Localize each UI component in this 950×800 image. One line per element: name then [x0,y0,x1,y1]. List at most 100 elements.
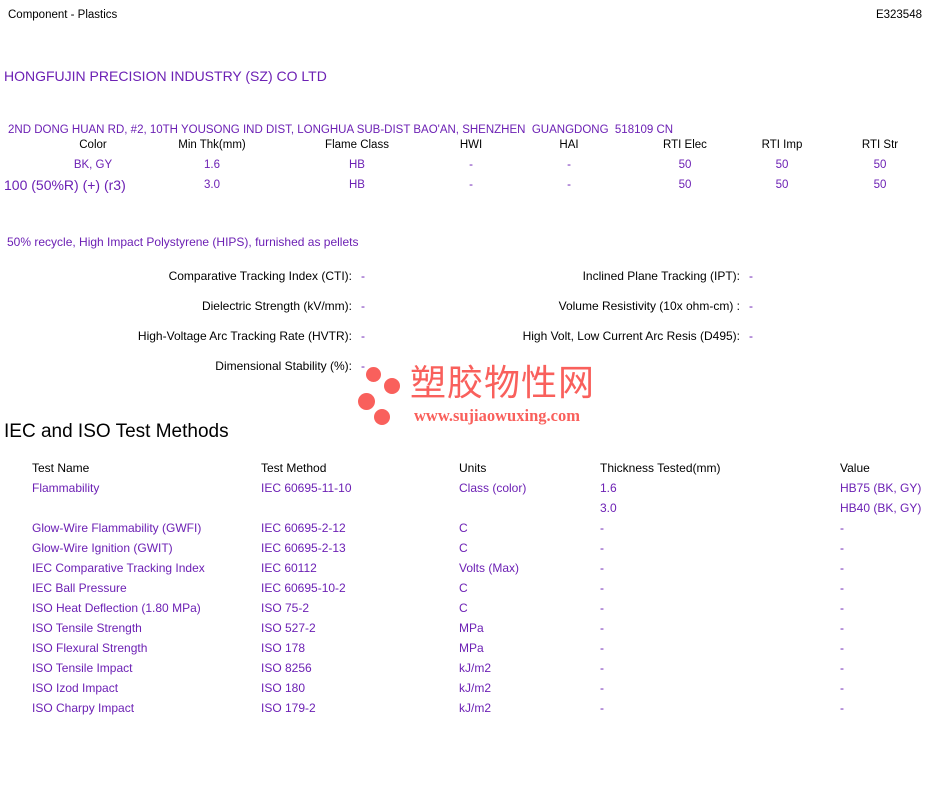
cell-test-method: ISO 8256 [261,661,312,675]
material-grade: 100 (50%R) (+) (r3) [4,177,126,193]
table-row: ISO Charpy Impact ISO 179-2 kJ/m2 - - [0,698,950,718]
cell-thickness: - [600,561,604,575]
property-value: - [361,269,365,283]
cell-units: C [459,581,468,595]
cell-test-name: ISO Charpy Impact [32,701,135,715]
cell-units: kJ/m2 [459,681,492,695]
cell-value: - [840,661,844,675]
cell-min-thk: 1.6 [204,159,220,171]
cell-test-method: IEC 60112 [261,561,317,575]
property-value: - [749,269,753,283]
cell-min-thk: 3.0 [204,179,220,191]
cell-thickness: - [600,521,604,535]
cell-thickness: 3.0 [600,501,617,515]
cell-thickness: - [600,641,604,655]
cell-value: - [840,581,844,595]
cell-rti-elec: 50 [678,179,692,191]
cell-test-method: IEC 60695-11-10 [261,481,352,495]
cell-test-name: Glow-Wire Flammability (GWFI) [32,521,202,535]
column-header-color: Color [79,139,107,151]
cell-value: HB40 (BK, GY) [840,501,922,515]
watermark-logo: 塑胶物性网 www.sujiaowuxing.com [356,363,596,429]
ratings-row: BK, GY 1.6 HB - - 50 50 50 [0,155,950,175]
cell-test-name: IEC Comparative Tracking Index [32,561,205,575]
column-header-rti-elec: RTI Elec [663,139,707,151]
ratings-header-row: Color Min Thk(mm) Flame Class HWI HAI RT… [0,135,950,155]
cell-value: - [840,641,844,655]
cell-thickness: - [600,601,604,615]
cell-value: - [840,681,844,695]
cell-thickness: - [600,701,604,715]
column-header-units: Units [459,461,487,475]
watermark-site-url: www.sujiaowuxing.com [414,406,580,425]
property-value: - [749,329,753,343]
property-label: Comparative Tracking Index (CTI): [168,269,352,283]
watermark-site-name: 塑胶物性网 [410,363,596,404]
cell-test-method [261,498,459,518]
table-row: Glow-Wire Ignition (GWIT) IEC 60695-2-13… [0,538,950,558]
cell-units: MPa [459,641,484,655]
logo-dot-icon [366,367,381,382]
cell-test-name: ISO Flexural Strength [32,641,148,655]
cell-test-name: Glow-Wire Ignition (GWIT) [32,541,173,555]
table-row: 3.0 HB40 (BK, GY) [0,498,950,518]
cell-units: kJ/m2 [459,661,492,675]
cell-units [459,498,600,518]
property-label: Inclined Plane Tracking (IPT): [582,269,740,283]
cell-test-name: ISO Izod Impact [32,681,119,695]
table-row: IEC Comparative Tracking Index IEC 60112… [0,558,950,578]
column-header-hwi: HWI [459,139,483,151]
cell-test-name: ISO Tensile Strength [32,621,142,635]
cell-hai: - [567,179,571,191]
property-label: Dielectric Strength (kV/mm): [201,299,352,313]
cell-test-method: ISO 75-2 [261,601,310,615]
cell-test-name: Flammability [32,481,100,495]
cell-thickness: - [600,661,604,675]
ratings-row: 3.0 HB - - 50 50 50 [0,175,950,195]
table-row: Flammability IEC 60695-11-10 Class (colo… [0,478,950,498]
cell-test-name: IEC Ball Pressure [32,581,127,595]
tests-header-row: Test Name Test Method Units Thickness Te… [0,458,950,478]
property-value: - [361,329,365,343]
property-label: Volume Resistivity (10x ohm-cm) : [558,299,740,313]
logo-dot-icon [358,393,375,410]
document-header: Component - Plastics E323548 [8,9,922,21]
cell-value: - [840,601,844,615]
column-header-hai: HAI [559,139,579,151]
cell-rti-str: 50 [873,179,887,191]
cell-test-method: ISO 527-2 [261,621,316,635]
property-row-d495: High Volt, Low Current Arc Resis (D495):… [0,321,950,351]
cell-value: - [840,521,844,535]
property-value: - [749,299,753,313]
cell-units: C [459,521,468,535]
cell-value: - [840,621,844,635]
electrical-properties-left: Comparative Tracking Index (CTI): - Diel… [0,261,950,381]
cell-units: C [459,541,468,555]
property-row-cti: Comparative Tracking Index (CTI): - [0,261,950,291]
property-label: High Volt, Low Current Arc Resis (D495): [522,329,740,343]
cell-color: BK, GY [73,159,113,171]
table-row: Glow-Wire Flammability (GWFI) IEC 60695-… [0,518,950,538]
cell-units: MPa [459,621,484,635]
property-row-dielectric: Dielectric Strength (kV/mm): - [0,291,950,321]
column-header-flame-class: Flame Class [325,139,389,151]
column-header-rti-imp: RTI Imp [761,139,803,151]
table-row: ISO Tensile Strength ISO 527-2 MPa - - [0,618,950,638]
property-row-dimensional-stability: Dimensional Stability (%): - [0,351,950,381]
cell-color [30,175,156,195]
section-heading-test-methods: IEC and ISO Test Methods [4,421,229,442]
table-row: ISO Heat Deflection (1.80 MPa) ISO 75-2 … [0,598,950,618]
cell-units: Volts (Max) [459,561,520,575]
electrical-properties-right: Inclined Plane Tracking (IPT): - Volume … [0,261,950,351]
cell-thickness: - [600,541,604,555]
document-type-label: Component - Plastics [8,9,118,21]
company-block: HONGFUJIN PRECISION INDUSTRY (SZ) CO LTD… [4,31,950,288]
property-value: - [361,359,365,373]
company-name: HONGFUJIN PRECISION INDUSTRY (SZ) CO LTD [4,68,327,84]
flame-ratings-table: Color Min Thk(mm) Flame Class HWI HAI RT… [0,135,950,195]
cell-units: C [459,601,468,615]
cell-flame-class: HB [349,179,365,191]
cell-rti-str: 50 [873,159,887,171]
cell-units: Class (color) [459,481,527,495]
